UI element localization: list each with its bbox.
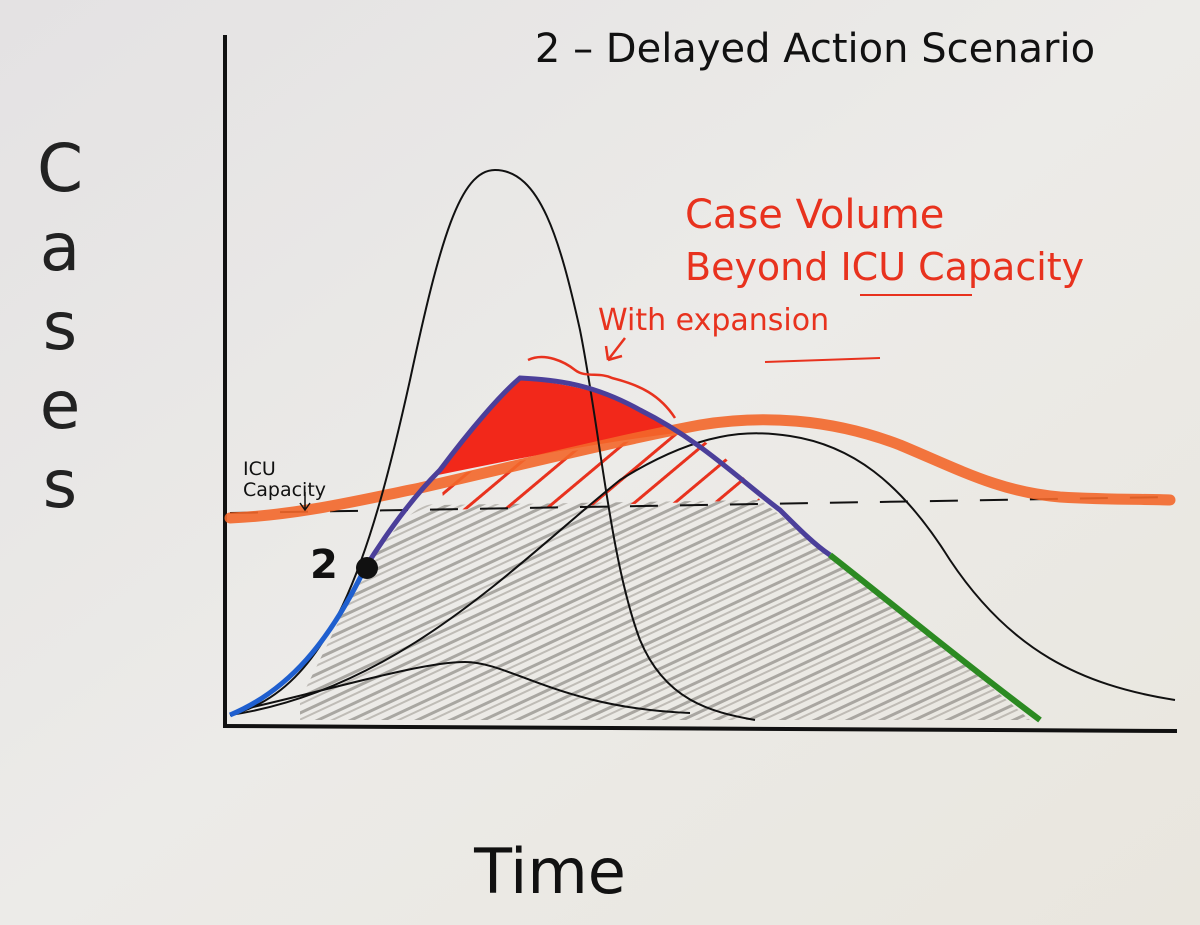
icu-arrow bbox=[299, 492, 311, 512]
icu-label: ICU bbox=[243, 458, 276, 480]
x-axis-label: Time bbox=[473, 835, 626, 908]
excess-label: Beyond ICU Capacity bbox=[685, 245, 1084, 289]
arrow bbox=[604, 337, 626, 362]
delayed-curve bbox=[229, 432, 1176, 716]
icu-label: Capacity bbox=[243, 479, 326, 501]
x-axis bbox=[222, 724, 1178, 733]
recovery-segment bbox=[828, 552, 1042, 723]
icu-capacity-line bbox=[229, 496, 1171, 514]
excess-label: Case Volume bbox=[685, 192, 944, 238]
early-segment bbox=[229, 566, 368, 718]
point-label: 2 bbox=[310, 542, 338, 588]
red-hatch bbox=[440, 432, 760, 510]
y-axis-label: Cases bbox=[22, 130, 99, 525]
expanded-capacity bbox=[224, 414, 1176, 524]
unmitigated-curve bbox=[229, 168, 756, 721]
underline bbox=[764, 357, 881, 363]
delayed-action-curve bbox=[362, 375, 832, 570]
expansion-label: With expansion bbox=[598, 303, 829, 338]
bracket bbox=[527, 355, 677, 419]
title: 2 – Delayed Action Scenario bbox=[535, 26, 1095, 72]
action-point bbox=[356, 557, 378, 579]
